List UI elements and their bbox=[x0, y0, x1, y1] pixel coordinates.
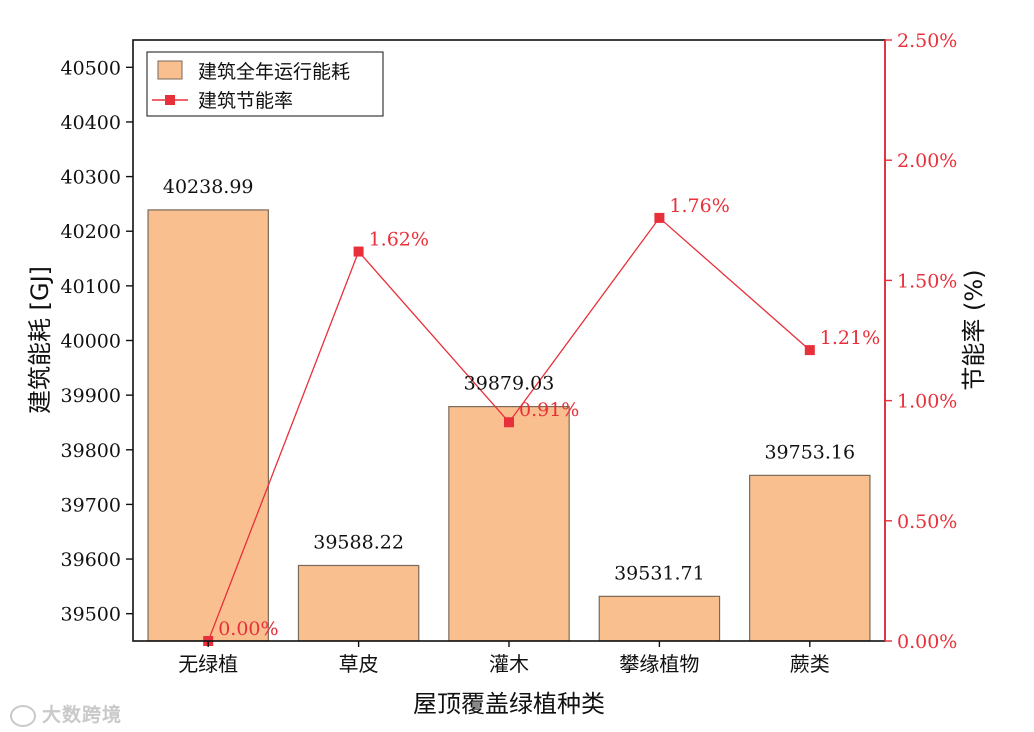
y-tick-label: 40200 bbox=[61, 221, 121, 243]
bar-value-label: 40238.99 bbox=[163, 176, 254, 198]
bar-value-label: 39753.16 bbox=[764, 441, 855, 463]
y-right-tick-label: 1.50% bbox=[897, 270, 957, 292]
legend: 建筑全年运行能耗 建筑节能率 bbox=[146, 51, 384, 117]
savings-rate-label: 1.76% bbox=[669, 195, 729, 217]
legend-bar-swatch bbox=[157, 60, 183, 80]
watermark-text: 大数跨境 bbox=[42, 704, 123, 726]
watermark-logo-icon bbox=[10, 704, 36, 727]
y-tick-label: 40500 bbox=[61, 57, 121, 79]
x-tick-label: 无绿植 bbox=[178, 652, 238, 676]
x-tick-label: 草皮 bbox=[339, 652, 379, 676]
y-tick-label: 40300 bbox=[61, 167, 121, 189]
y-right-tick-label: 2.50% bbox=[897, 30, 957, 52]
y-tick-label: 39700 bbox=[61, 494, 121, 516]
savings-rate-label: 0.00% bbox=[218, 618, 278, 640]
y-axis-right-title: 节能率 (%) bbox=[960, 269, 988, 390]
bar bbox=[297, 564, 420, 642]
watermark: 大数跨境 bbox=[10, 700, 122, 727]
savings-rate-marker bbox=[504, 417, 514, 428]
bar-value-label: 39531.71 bbox=[614, 562, 705, 584]
x-axis-title: 屋顶覆盖绿植种类 bbox=[413, 690, 605, 718]
x-tick-label: 攀缘植物 bbox=[619, 652, 699, 676]
bar-value-label: 39879.03 bbox=[464, 373, 555, 395]
bar bbox=[147, 209, 269, 642]
bar bbox=[749, 474, 871, 642]
savings-rate-label: 0.91% bbox=[519, 399, 579, 421]
y-tick-label: 39800 bbox=[61, 440, 121, 462]
y-right-tick-label: 0.00% bbox=[897, 631, 957, 653]
y-right-tick-label: 0.50% bbox=[897, 511, 957, 533]
y-tick-label: 40400 bbox=[61, 112, 121, 134]
y-axis-title: 建筑能耗 [GJ] bbox=[26, 266, 54, 414]
y-right-tick-label: 2.00% bbox=[897, 150, 957, 172]
savings-rate-label: 1.21% bbox=[820, 327, 880, 349]
savings-rate-label: 1.62% bbox=[369, 229, 429, 251]
legend-line-label: 建筑节能率 bbox=[198, 90, 293, 112]
x-tick-label: 蕨类 bbox=[790, 652, 830, 676]
y-right-tick-label: 1.00% bbox=[897, 391, 957, 413]
legend-box bbox=[146, 51, 384, 117]
bar bbox=[598, 595, 721, 642]
bar-value-label: 39588.22 bbox=[313, 531, 404, 553]
y-tick-label: 39600 bbox=[61, 549, 121, 571]
savings-rate-marker bbox=[353, 246, 364, 257]
y-tick-label: 39900 bbox=[61, 385, 121, 407]
y-tick-label: 39500 bbox=[61, 604, 121, 626]
y-tick-label: 40000 bbox=[61, 331, 121, 353]
x-tick-label: 灌木 bbox=[489, 652, 529, 676]
legend-line-marker bbox=[165, 95, 175, 105]
y-tick-label: 40100 bbox=[61, 276, 121, 298]
savings-rate-marker bbox=[804, 345, 815, 356]
bar bbox=[448, 405, 570, 642]
legend-bar-label: 建筑全年运行能耗 bbox=[198, 61, 350, 83]
savings-rate-marker bbox=[654, 212, 665, 223]
